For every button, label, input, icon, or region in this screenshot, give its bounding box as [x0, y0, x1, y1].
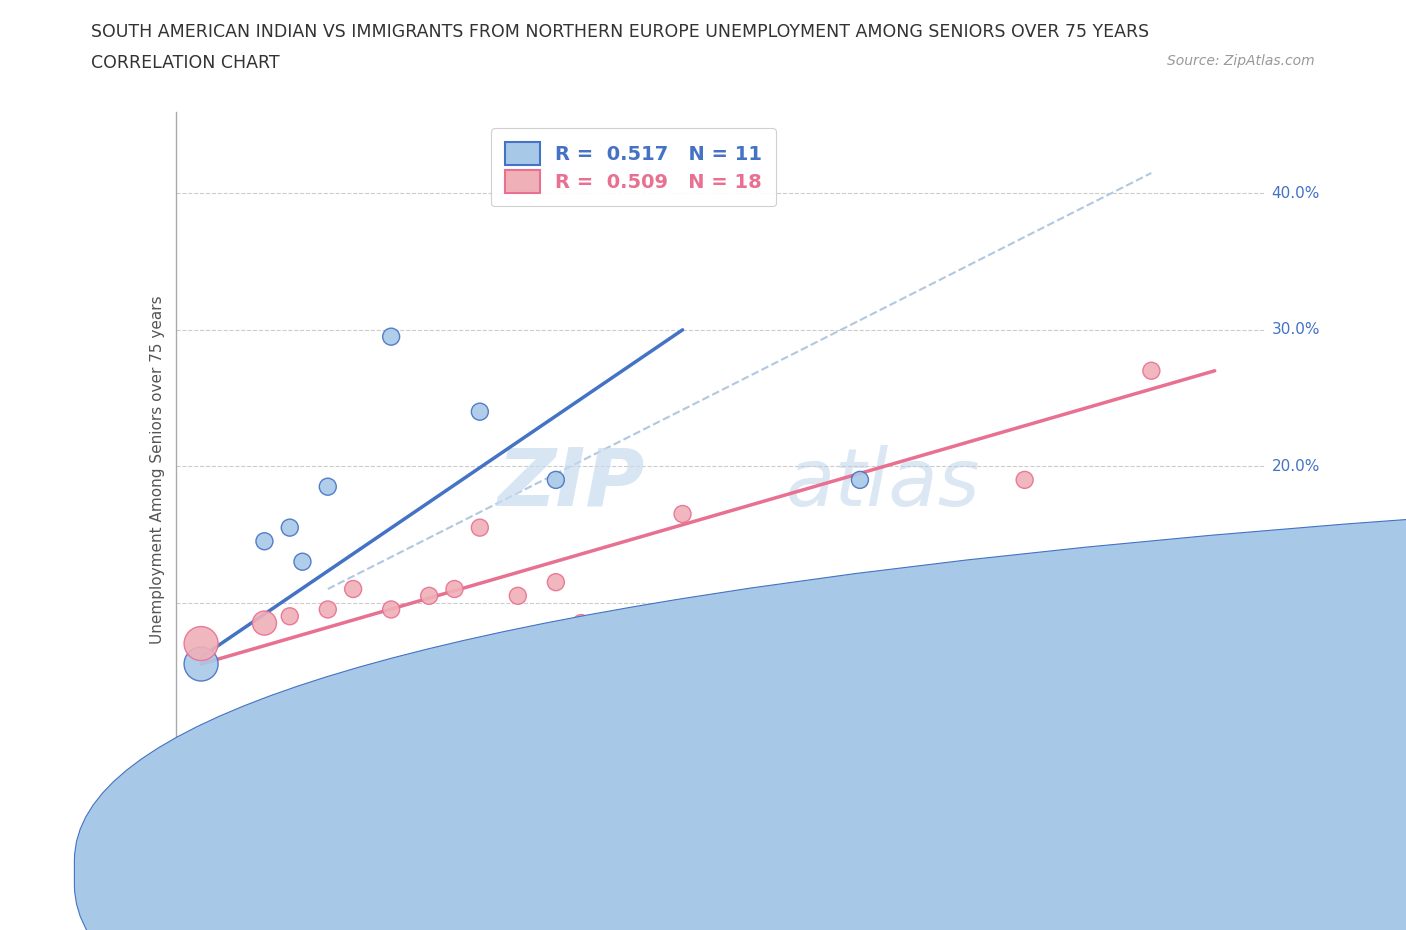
Text: 0.0%: 0.0%	[201, 852, 240, 868]
Point	[671, 507, 693, 522]
Point	[544, 575, 567, 590]
Point	[316, 602, 339, 617]
Text: 20.0%: 20.0%	[1272, 458, 1320, 473]
FancyBboxPatch shape	[75, 451, 1406, 930]
Text: 40.0%: 40.0%	[1272, 186, 1320, 201]
Point	[468, 520, 491, 535]
Point	[1140, 364, 1163, 379]
Point	[190, 636, 212, 651]
Point	[468, 405, 491, 419]
Text: CORRELATION CHART: CORRELATION CHART	[91, 54, 280, 72]
Text: 30.0%: 30.0%	[1272, 323, 1320, 338]
Point	[342, 581, 364, 596]
Point	[253, 616, 276, 631]
Text: ZIP: ZIP	[496, 445, 644, 523]
Point	[569, 616, 592, 631]
Point	[418, 589, 440, 604]
Point	[506, 589, 529, 604]
Point	[887, 616, 910, 631]
Point	[443, 581, 465, 596]
Y-axis label: Unemployment Among Seniors over 75 years: Unemployment Among Seniors over 75 years	[149, 296, 165, 644]
Point	[316, 479, 339, 494]
Point	[849, 472, 872, 487]
Point	[1014, 472, 1036, 487]
Point	[291, 554, 314, 569]
Text: SOUTH AMERICAN INDIAN VS IMMIGRANTS FROM NORTHERN EUROPE UNEMPLOYMENT AMONG SENI: SOUTH AMERICAN INDIAN VS IMMIGRANTS FROM…	[91, 23, 1150, 41]
Text: Source: ZipAtlas.com: Source: ZipAtlas.com	[1167, 54, 1315, 68]
Text: atlas: atlas	[786, 445, 981, 523]
Point	[278, 520, 301, 535]
Text: 10.0%: 10.0%	[1272, 595, 1320, 610]
Legend: R =  0.517   N = 11, R =  0.509   N = 18: R = 0.517 N = 11, R = 0.509 N = 18	[491, 128, 776, 206]
Point	[1014, 704, 1036, 719]
Point	[278, 609, 301, 624]
Point	[190, 657, 212, 671]
Point	[380, 602, 402, 617]
Point	[253, 534, 276, 549]
Point	[824, 609, 846, 624]
Point	[380, 329, 402, 344]
Point	[544, 472, 567, 487]
Point	[633, 609, 655, 624]
Point	[671, 616, 693, 631]
Text: 8.0%: 8.0%	[1175, 852, 1215, 868]
